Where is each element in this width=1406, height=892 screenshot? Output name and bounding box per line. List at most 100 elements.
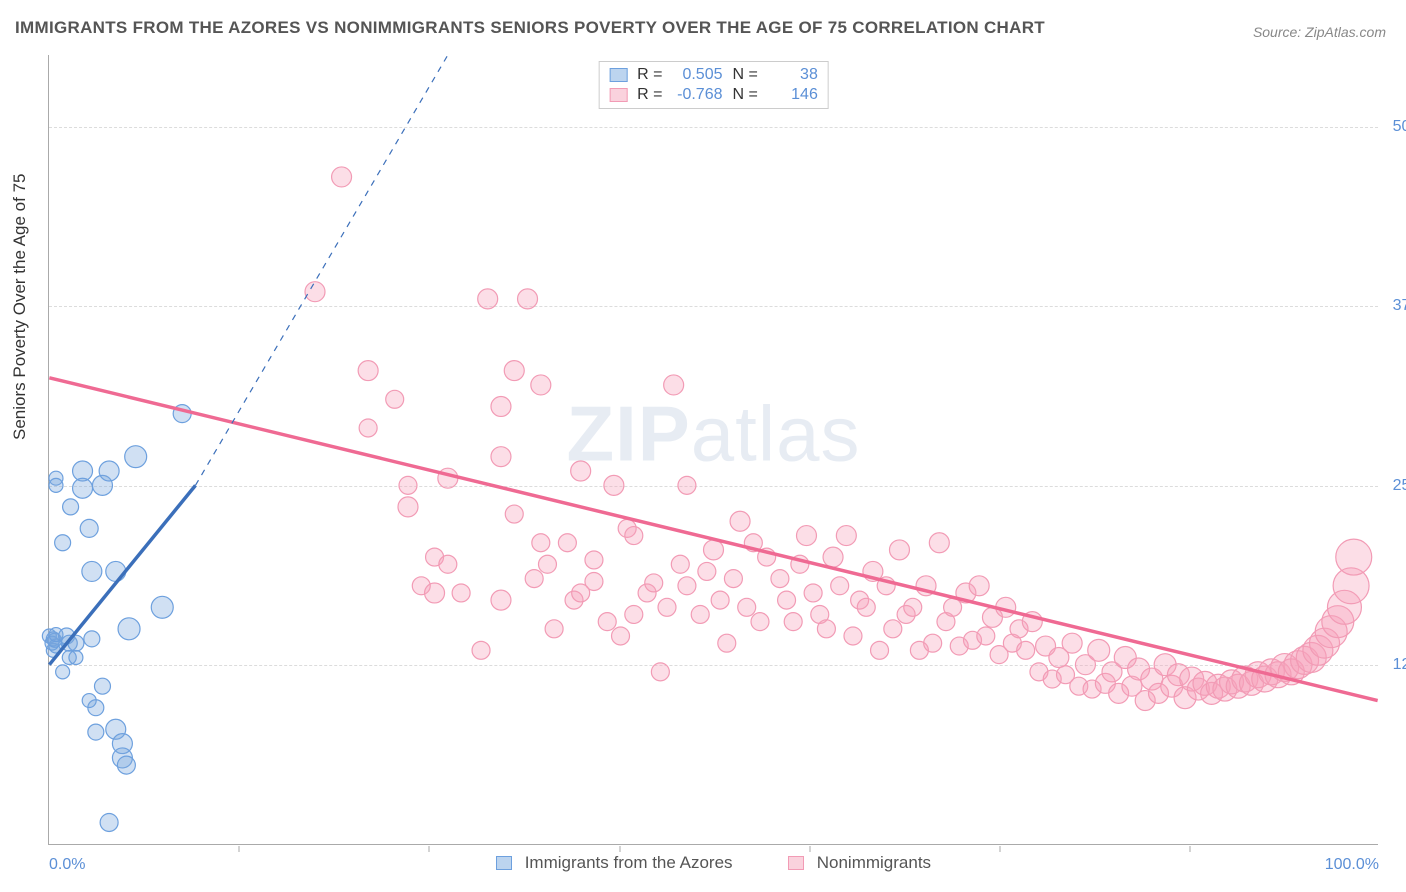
data-point bbox=[49, 478, 63, 492]
data-point bbox=[1062, 633, 1082, 653]
data-point bbox=[398, 497, 418, 517]
data-point bbox=[664, 375, 684, 395]
n-value-blue: 38 bbox=[768, 66, 818, 84]
data-point bbox=[305, 282, 325, 302]
data-point bbox=[125, 446, 147, 468]
data-point bbox=[751, 613, 769, 631]
data-point bbox=[505, 505, 523, 523]
n-label: N = bbox=[733, 86, 758, 104]
data-point bbox=[386, 390, 404, 408]
bottom-legend: Immigrants from the Azores Nonimmigrants bbox=[49, 852, 1378, 873]
data-point bbox=[531, 375, 551, 395]
swatch-blue-icon bbox=[496, 856, 512, 870]
data-point bbox=[532, 534, 550, 552]
data-point bbox=[452, 584, 470, 602]
data-point bbox=[924, 634, 942, 652]
data-point bbox=[106, 561, 126, 581]
chart-source: Source: ZipAtlas.com bbox=[1253, 24, 1386, 40]
r-value-blue: 0.505 bbox=[673, 66, 723, 84]
data-point bbox=[718, 634, 736, 652]
data-point bbox=[738, 598, 756, 616]
data-point bbox=[100, 813, 118, 831]
data-point bbox=[491, 447, 511, 467]
n-label: N = bbox=[733, 66, 758, 84]
series-name-blue: Immigrants from the Azores bbox=[525, 853, 733, 872]
swatch-blue bbox=[609, 68, 627, 82]
y-axis-label: Seniors Poverty Over the Age of 75 bbox=[10, 174, 30, 440]
y-tick-label: 12.5% bbox=[1393, 656, 1406, 674]
data-point bbox=[857, 598, 875, 616]
data-point bbox=[525, 570, 543, 588]
data-point bbox=[117, 756, 135, 774]
data-point bbox=[889, 540, 909, 560]
data-point bbox=[118, 618, 140, 640]
data-point bbox=[784, 613, 802, 631]
data-point bbox=[691, 605, 709, 623]
data-point bbox=[80, 519, 98, 537]
r-value-pink: -0.768 bbox=[673, 86, 723, 104]
y-tick-label: 50.0% bbox=[1393, 118, 1406, 136]
data-point bbox=[977, 627, 995, 645]
data-point bbox=[558, 534, 576, 552]
data-point bbox=[82, 694, 96, 708]
data-point bbox=[698, 562, 716, 580]
n-value-pink: 146 bbox=[768, 86, 818, 104]
data-point bbox=[771, 570, 789, 588]
data-point bbox=[425, 583, 445, 603]
data-point bbox=[804, 584, 822, 602]
data-point bbox=[84, 631, 100, 647]
data-point bbox=[94, 678, 110, 694]
data-point bbox=[359, 419, 377, 437]
data-point bbox=[844, 627, 862, 645]
legend-stats-box: R = 0.505 N = 38 R = -0.768 N = 146 bbox=[598, 61, 829, 109]
data-point bbox=[730, 511, 750, 531]
chart-title: IMMIGRANTS FROM THE AZORES VS NONIMMIGRA… bbox=[15, 18, 1045, 38]
data-point bbox=[704, 540, 724, 560]
data-point bbox=[678, 476, 696, 494]
data-point bbox=[472, 641, 490, 659]
data-point bbox=[478, 289, 498, 309]
data-point bbox=[711, 591, 729, 609]
data-point bbox=[518, 289, 538, 309]
data-point bbox=[836, 526, 856, 546]
legend-stats-row-blue: R = 0.505 N = 38 bbox=[609, 65, 818, 85]
data-point bbox=[332, 167, 352, 187]
data-point bbox=[56, 665, 70, 679]
data-point bbox=[831, 577, 849, 595]
data-point bbox=[871, 641, 889, 659]
swatch-pink bbox=[609, 88, 627, 102]
data-point bbox=[817, 620, 835, 638]
legend-stats-row-pink: R = -0.768 N = 146 bbox=[609, 85, 818, 105]
data-point bbox=[823, 547, 843, 567]
data-point bbox=[625, 527, 643, 545]
data-point bbox=[778, 591, 796, 609]
data-point bbox=[658, 598, 676, 616]
data-point bbox=[1088, 639, 1110, 661]
data-point bbox=[651, 663, 669, 681]
plot-svg bbox=[49, 55, 1378, 844]
data-point bbox=[545, 620, 563, 638]
data-point bbox=[929, 533, 949, 553]
r-label: R = bbox=[637, 66, 662, 84]
data-point bbox=[604, 475, 624, 495]
data-point bbox=[671, 555, 689, 573]
data-point bbox=[73, 478, 93, 498]
data-point bbox=[69, 651, 83, 665]
data-point bbox=[585, 572, 603, 590]
data-point bbox=[796, 526, 816, 546]
data-point bbox=[1336, 539, 1372, 575]
chart-container: IMMIGRANTS FROM THE AZORES VS NONIMMIGRA… bbox=[0, 0, 1406, 892]
data-point bbox=[904, 598, 922, 616]
data-point bbox=[491, 396, 511, 416]
data-point bbox=[538, 555, 556, 573]
data-point bbox=[63, 499, 79, 515]
data-point bbox=[439, 555, 457, 573]
y-tick-label: 25.0% bbox=[1393, 477, 1406, 495]
data-point bbox=[678, 577, 696, 595]
data-point bbox=[969, 576, 989, 596]
data-point bbox=[724, 570, 742, 588]
data-point bbox=[399, 476, 417, 494]
plot-area: ZIPatlas R = 0.505 N = 38 R = -0.768 N =… bbox=[48, 55, 1378, 845]
data-point bbox=[55, 535, 71, 551]
data-point bbox=[598, 613, 616, 631]
